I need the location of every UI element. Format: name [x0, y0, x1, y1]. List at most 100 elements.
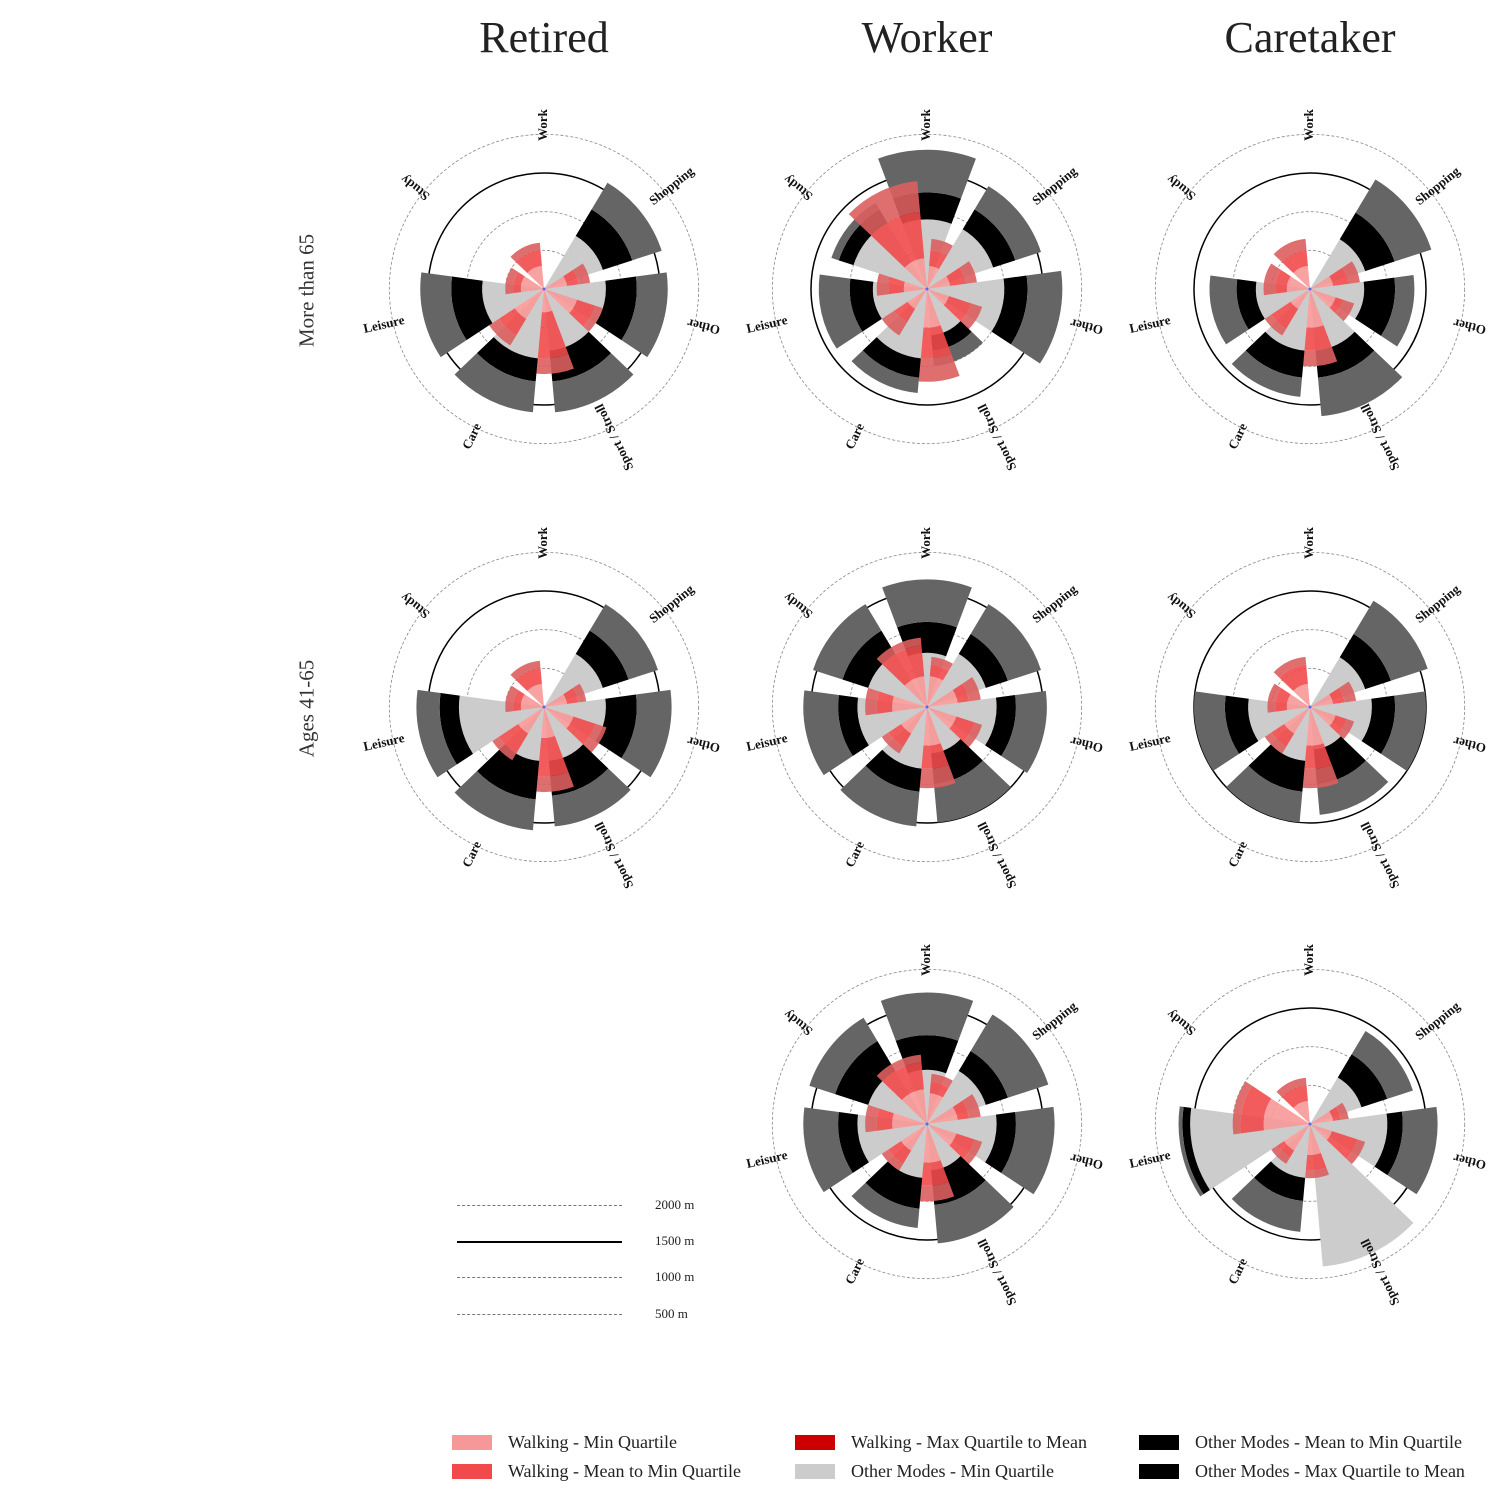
bar-walk-min-other — [927, 289, 950, 309]
bar-walk-min-study — [1293, 683, 1310, 707]
category-label-leisure: Leisure — [1128, 312, 1172, 336]
center-point — [925, 705, 929, 709]
bar-other-max-sport-stroll — [1317, 350, 1403, 417]
scale-label-2000: 2000 m — [655, 1197, 695, 1212]
bar-other-min-shopping — [544, 653, 603, 707]
scale-label-500: 500 m — [655, 1306, 688, 1321]
bar-walk-min-leisure — [520, 276, 544, 293]
bar-other-mean-care — [476, 744, 540, 800]
polar-panel-worker-6: Work Shopping Other Sport / Stroll Care Leisu… — [745, 943, 1105, 1308]
bar-other-mean-sport-stroll — [1315, 331, 1375, 378]
bar-other-mean-leisure — [451, 276, 493, 341]
bar-walk-mean-leisure — [1240, 1085, 1272, 1134]
category-label-sport-stroll: Sport / Stroll — [974, 819, 1019, 891]
col-title-worker: Worker — [861, 13, 993, 62]
bar-walk-mean-study — [882, 1062, 924, 1100]
bar-other-mean-shopping — [958, 1050, 1008, 1105]
ring-2000 — [388, 551, 700, 863]
scale-label-1500: 1500 m — [655, 1233, 695, 1248]
legend-swatch-other-mean — [1139, 1434, 1179, 1450]
bar-other-mean-other — [991, 275, 1028, 345]
category-label-shopping: Shopping — [646, 581, 697, 626]
bar-other-max-shopping — [1353, 600, 1428, 681]
polar-panel-worker-4: Work Shopping Other Sport / Stroll Care Leisu… — [745, 526, 1105, 891]
bar-other-mean-other — [595, 694, 637, 759]
bar-other-max-care — [454, 353, 536, 413]
legend-swatch-walk-mean — [452, 1463, 492, 1479]
bar-other-max-sport-stroll — [551, 768, 631, 827]
category-label-shopping: Shopping — [1412, 998, 1463, 1043]
bar-other-max-leisure — [803, 1107, 853, 1193]
bar-other-max-care — [851, 1182, 920, 1228]
bar-other-min-leisure — [458, 695, 544, 754]
legend-item-walk-max: Walking - Max Quartile to Mean — [795, 1430, 1087, 1454]
category-label-care: Care — [1225, 420, 1250, 451]
bar-other-max-care — [840, 765, 920, 827]
center-point — [925, 287, 929, 291]
bar-walk-min-care — [1280, 1124, 1310, 1151]
category-label-sport-stroll: Sport / Stroll — [974, 401, 1019, 473]
bar-other-max-shopping — [589, 604, 658, 680]
category-label-shopping: Shopping — [646, 163, 697, 208]
bar-other-mean-care — [862, 337, 921, 378]
legend-label-walk-max: Walking - Max Quartile to Mean — [851, 1431, 1087, 1452]
category-label-leisure: Leisure — [1128, 1147, 1172, 1171]
bar-other-min-sport-stroll — [1310, 1124, 1414, 1267]
bar-walk-min-care — [1287, 289, 1310, 309]
category-label-work: Work — [918, 108, 933, 141]
bar-other-max-other — [1380, 691, 1426, 771]
bar-walk-min-other — [927, 1124, 957, 1151]
bar-other-mean-care — [476, 337, 538, 382]
ring-2000 — [388, 133, 700, 445]
chart-legend: Walking - Min Quartile Walking - Mean to… — [450, 1430, 1500, 1490]
scale-line-1500 — [457, 1241, 622, 1243]
bar-other-min-study — [853, 222, 927, 289]
bar-other-mean-care — [1245, 331, 1305, 378]
ring-2000 — [771, 968, 1083, 1280]
scale-row-2000: 2000 m — [455, 1195, 715, 1215]
bar-other-max-shopping — [970, 604, 1041, 681]
bar-walk-min-leisure — [520, 694, 544, 711]
bar-walk-mean-study — [1282, 250, 1308, 273]
category-label-other: Other — [1451, 734, 1487, 756]
bar-other-min-leisure — [482, 280, 544, 324]
bar-other-max-care — [851, 350, 920, 393]
bar-other-min-shopping — [927, 1070, 986, 1124]
distance-scale-legend: 2000 m 1500 m 1000 m 500 m — [455, 1190, 715, 1330]
bar-walk-mean-leisure — [513, 689, 525, 712]
polar-panel-retired-3: Work Shopping Other Sport / Stroll Care Leisu… — [362, 526, 722, 891]
bar-other-min-study — [868, 1070, 927, 1124]
category-label-care: Care — [842, 838, 867, 869]
col-title-retired: Retired — [479, 13, 609, 62]
category-label-leisure: Leisure — [745, 730, 789, 754]
category-label-shopping: Shopping — [1029, 163, 1080, 208]
bar-other-mean-shopping — [962, 209, 1016, 268]
category-label-shopping: Shopping — [1029, 998, 1080, 1043]
bar-other-max-care — [1226, 765, 1303, 823]
bar-other-max-shopping — [1351, 1031, 1413, 1099]
bar-walk-mean-study — [516, 668, 542, 691]
category-label-work: Work — [1301, 108, 1316, 141]
bar-walk-min-other — [1310, 707, 1336, 731]
center-point — [542, 705, 546, 709]
bar-other-min-shopping — [927, 229, 994, 289]
legend-swatch-other-min — [795, 1463, 835, 1479]
ring-2000 — [1154, 968, 1466, 1280]
bar-other-mean-leisure — [1236, 279, 1265, 330]
bar-walk-max-study — [876, 1054, 922, 1082]
ring-2000 — [1154, 551, 1466, 863]
category-label-sport-stroll: Sport / Stroll — [974, 1236, 1019, 1308]
bar-other-mean-care — [1248, 744, 1306, 792]
bar-other-max-leisure — [1209, 275, 1249, 345]
bar-other-max-study — [809, 1017, 878, 1095]
bar-other-mean-shopping — [1337, 1054, 1388, 1108]
bar-walk-min-study — [527, 265, 544, 289]
bar-walk-mean-leisure — [1275, 269, 1291, 294]
bar-walk-mean-study — [1279, 664, 1308, 691]
bar-other-max-leisure — [818, 274, 863, 349]
bar-other-mean-care — [865, 749, 922, 792]
bar-other-max-shopping — [1355, 179, 1432, 262]
bar-other-mean-leisure — [838, 1112, 869, 1173]
